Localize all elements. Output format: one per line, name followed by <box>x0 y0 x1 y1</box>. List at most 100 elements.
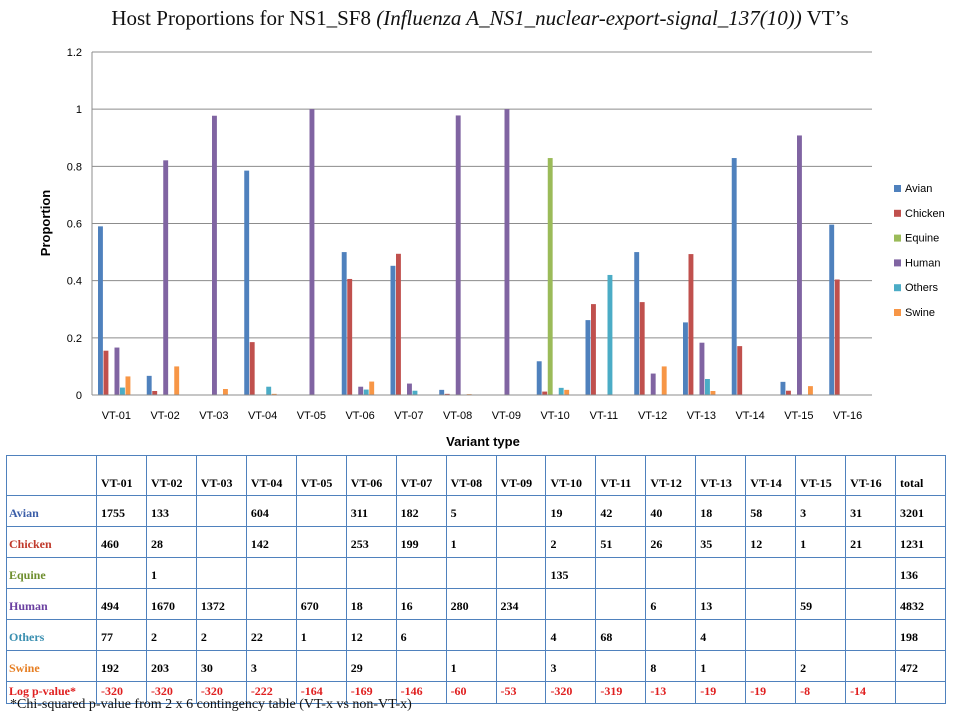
table-cell <box>845 588 896 620</box>
table-cell: 203 <box>145 650 197 682</box>
x-tick-label: VT-10 <box>540 410 569 422</box>
table-cell <box>295 557 347 589</box>
bar-chicken-vt-15 <box>786 390 791 395</box>
table-cell: 1 <box>445 526 497 558</box>
title-italic: (Influenza A_NS1_nuclear-export-signal_1… <box>376 6 802 30</box>
table-cell: 26 <box>645 526 697 558</box>
column-header: VT-06 <box>345 455 397 496</box>
bar-chicken-vt-04 <box>249 342 255 395</box>
bar-avian-vt-07 <box>390 265 396 395</box>
bar-others-vt-06 <box>363 389 369 395</box>
bar-avian-vt-06 <box>341 252 347 395</box>
column-header: VT-09 <box>495 455 547 496</box>
y-tick-label: 0.4 <box>67 276 82 288</box>
table-cell: 3 <box>245 650 297 682</box>
gridlines <box>92 51 872 396</box>
table-cell <box>845 557 896 589</box>
table-cell: 280 <box>445 588 497 620</box>
legend-swatch-chicken <box>894 209 901 217</box>
column-header: total <box>895 455 946 496</box>
bar-chicken-vt-08 <box>444 393 450 395</box>
table-cell <box>295 526 347 558</box>
table-cell: -60 <box>445 681 497 704</box>
table-row: Equine 1 135 136 <box>6 557 946 589</box>
bar-avian-vt-15 <box>780 381 786 395</box>
table-cell <box>645 619 697 651</box>
table-cell: 42 <box>595 495 647 527</box>
x-tick-label: VT-01 <box>102 410 131 422</box>
table-cell <box>795 557 847 589</box>
table-cell <box>795 619 847 651</box>
table-cell: -169 <box>345 681 397 704</box>
table-cell: 1 <box>145 557 197 589</box>
table-cell: -222 <box>245 681 297 704</box>
table-cell <box>595 557 647 589</box>
bar-chicken-vt-11 <box>591 304 596 395</box>
table-cell: 58 <box>745 495 797 527</box>
data-table: VT-01 VT-02 VT-03 VT-04 VT-05 VT-06 VT-07 VT-08… <box>6 455 946 704</box>
x-tick-label: VT-03 <box>199 410 228 422</box>
table-cell: 1 <box>295 619 347 651</box>
table-cell <box>845 650 896 682</box>
table-cell: 51 <box>595 526 647 558</box>
bar-human-vt-15 <box>797 135 802 396</box>
x-tick-label: VT-14 <box>735 410 764 422</box>
x-tick-label: VT-05 <box>297 410 326 422</box>
table-cell: 22 <box>245 619 297 651</box>
table-cell: 2 <box>795 650 847 682</box>
table-cell <box>96 557 147 589</box>
column-header: VT-10 <box>545 455 597 496</box>
table-cell <box>195 557 247 589</box>
table-cell: 59 <box>795 588 847 620</box>
bar-avian-vt-10 <box>536 361 542 395</box>
bar-others-vt-10 <box>558 387 564 395</box>
table-cell: 2 <box>545 526 597 558</box>
column-header: VT-07 <box>395 455 447 496</box>
table-cell: 18 <box>345 588 397 620</box>
row-header: Human <box>6 588 97 620</box>
table-cell: 1670 <box>145 588 197 620</box>
table-cell: -13 <box>645 681 697 704</box>
table-cell <box>495 650 547 682</box>
table-cell: -320 <box>195 681 247 704</box>
row-header: Others <box>6 619 97 651</box>
legend-label-chicken: Chicken <box>905 208 945 220</box>
legend-swatch-avian <box>894 185 901 192</box>
table-cell <box>295 495 347 527</box>
table-cell: 460 <box>96 526 147 558</box>
row-header: Swine <box>6 650 97 682</box>
bar-equine-vt-10 <box>547 158 553 395</box>
column-header: VT-05 <box>295 455 347 496</box>
bars <box>98 109 840 396</box>
bar-swine-vt-01 <box>125 376 131 395</box>
table-cell: 6 <box>645 588 697 620</box>
table-cell: 28 <box>145 526 197 558</box>
table-cell: 199 <box>395 526 447 558</box>
table-cell: 311 <box>345 495 397 527</box>
y-tick-label: 1 <box>76 104 82 116</box>
title-suffix: VT’s <box>801 6 849 30</box>
bar-others-vt-07 <box>412 390 418 395</box>
bar-chicken-vt-13 <box>688 254 694 395</box>
y-axis-label: Proportion <box>38 190 53 256</box>
table-cell <box>195 495 247 527</box>
table-cell <box>495 619 547 651</box>
bar-avian-vt-14 <box>731 158 737 395</box>
table-cell <box>295 650 347 682</box>
table-cell <box>245 588 297 620</box>
table-cell: 40 <box>645 495 697 527</box>
bar-avian-vt-04 <box>244 170 250 395</box>
table-cell: -164 <box>295 681 347 704</box>
column-header: VT-15 <box>795 455 847 496</box>
table-cell: 3 <box>545 650 597 682</box>
bar-human-vt-09 <box>504 109 510 396</box>
bar-human-vt-12 <box>650 373 656 395</box>
table-cell: 29 <box>345 650 397 682</box>
row-header: Equine <box>6 557 97 589</box>
table-cell: 6 <box>395 619 447 651</box>
bar-human-vt-03 <box>212 115 217 395</box>
table-cell <box>745 557 797 589</box>
table-cell <box>595 588 647 620</box>
bar-chart: 0 0.2 0.4 0.6 0.8 1 1.2 VT-01 VT-02 VT-03 VT-04 VT-… <box>38 47 945 449</box>
bar-chicken-vt-10 <box>542 391 548 395</box>
